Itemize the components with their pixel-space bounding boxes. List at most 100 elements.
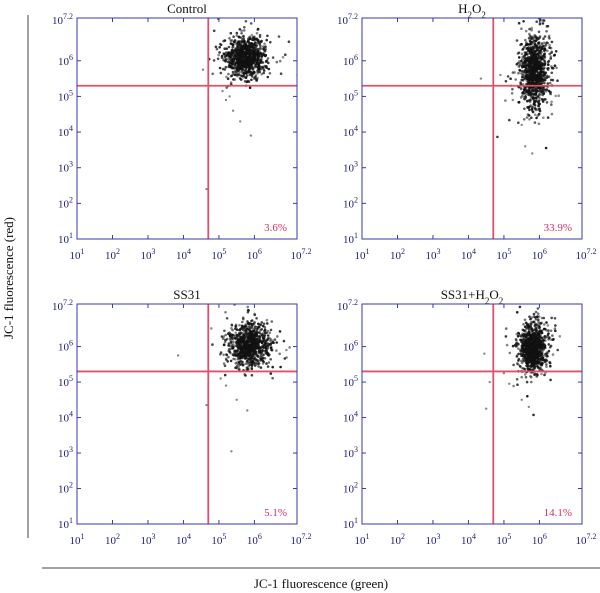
panel-frame	[76, 17, 298, 240]
scatter-point	[526, 47, 529, 50]
scatter-point	[544, 339, 547, 342]
scatter-point	[533, 121, 537, 124]
x-tick-label: 106	[247, 247, 262, 262]
scatter-point	[534, 93, 538, 97]
scatter-point	[552, 54, 556, 57]
scatter-point	[525, 116, 529, 119]
scatter-point	[250, 366, 253, 369]
x-tick-label-max: 107.2	[576, 532, 597, 547]
x-tick-label: 103	[425, 532, 440, 547]
scatter-point	[529, 365, 533, 369]
scatter-point	[260, 321, 264, 324]
x-tick-label-max: 107.2	[576, 247, 597, 262]
scatter-point	[538, 362, 541, 366]
scatter-point	[257, 326, 261, 329]
scatter-point	[543, 66, 546, 70]
scatter-point	[242, 351, 246, 355]
scatter-point	[540, 316, 544, 320]
scatter-point	[522, 323, 525, 326]
scatter-point	[509, 77, 512, 80]
x-tick-label-max: 107.2	[291, 532, 312, 547]
scatter-point	[264, 339, 268, 343]
scatter-point	[254, 346, 257, 349]
scatter-point	[256, 338, 260, 342]
scatter-point	[212, 59, 216, 62]
scatter-point	[541, 358, 544, 362]
scatter-point	[538, 326, 541, 330]
scatter-point	[548, 14, 551, 17]
scatter-point	[261, 54, 264, 58]
scatter-point	[530, 322, 533, 326]
scatter-point	[542, 116, 545, 119]
scatter-point	[245, 62, 248, 65]
scatter-outlier	[531, 152, 534, 155]
scatter-point	[269, 40, 272, 44]
scatter-point	[254, 38, 258, 41]
scatter-point	[259, 346, 263, 349]
scatter-point	[231, 66, 235, 70]
scatter-point	[536, 61, 539, 65]
scatter-point	[237, 357, 240, 361]
scatter-point	[239, 354, 243, 358]
scatter-point	[277, 35, 281, 38]
scatter-point	[539, 87, 543, 90]
scatter-point	[526, 73, 529, 76]
scatter-outlier	[527, 405, 530, 409]
scatter-point	[265, 362, 268, 365]
scatter-point	[553, 317, 557, 320]
scatter-point	[541, 100, 545, 103]
scatter-point	[530, 48, 533, 52]
scatter-point	[536, 360, 540, 364]
x-tick-label: 102	[390, 532, 405, 547]
scatter-point	[504, 335, 508, 338]
scatter-point	[524, 335, 528, 339]
scatter-point	[538, 22, 542, 26]
scatter-point	[245, 352, 249, 355]
scatter-point	[222, 353, 225, 357]
scatter-point	[521, 333, 525, 337]
scatter-outlier	[479, 77, 483, 80]
scatter-point	[233, 39, 237, 42]
scatter-point	[242, 29, 246, 32]
scatter-point	[526, 367, 529, 370]
scatter-point	[516, 334, 520, 338]
scatter-point	[539, 93, 542, 97]
y-tick-label: 106	[343, 339, 358, 354]
scatter-point	[522, 355, 525, 359]
scatter-point	[550, 316, 553, 320]
scatter-point	[256, 355, 260, 359]
scatter-point	[541, 89, 544, 93]
scatter-point	[262, 69, 266, 72]
scatter-point	[532, 339, 535, 343]
y-tick-label: 105	[58, 374, 73, 389]
scatter-point	[537, 41, 541, 44]
scatter-point	[239, 331, 243, 335]
scatter-point	[226, 60, 230, 64]
scatter-point	[257, 70, 260, 74]
scatter-point	[233, 70, 237, 73]
scatter-point	[508, 118, 511, 122]
scatter-point	[260, 58, 263, 61]
scatter-point	[250, 353, 254, 356]
scatter-point	[238, 368, 241, 371]
scatter-point	[262, 46, 266, 50]
scatter-outlier	[228, 95, 231, 98]
scatter-point	[222, 362, 226, 365]
scatter-point	[246, 367, 250, 371]
scatter-point	[527, 364, 530, 368]
scatter-point	[529, 52, 532, 56]
scatter-point	[532, 97, 536, 100]
scatter-point	[522, 72, 525, 76]
scatter-point	[527, 36, 531, 40]
scatter-point	[527, 356, 531, 359]
y-tick-label: 103	[343, 160, 358, 175]
y-tick-label: 102	[343, 195, 358, 210]
scatter-point	[535, 324, 539, 327]
scatter-point	[517, 359, 520, 362]
scatter-point	[227, 72, 230, 76]
scatter-point	[240, 340, 244, 344]
scatter-point	[256, 346, 259, 350]
scatter-point	[263, 64, 266, 68]
scatter-point	[259, 68, 262, 71]
